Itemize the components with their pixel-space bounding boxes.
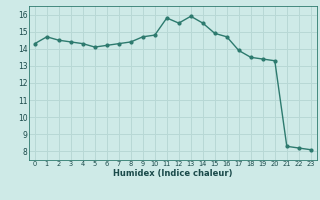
X-axis label: Humidex (Indice chaleur): Humidex (Indice chaleur) [113, 169, 233, 178]
